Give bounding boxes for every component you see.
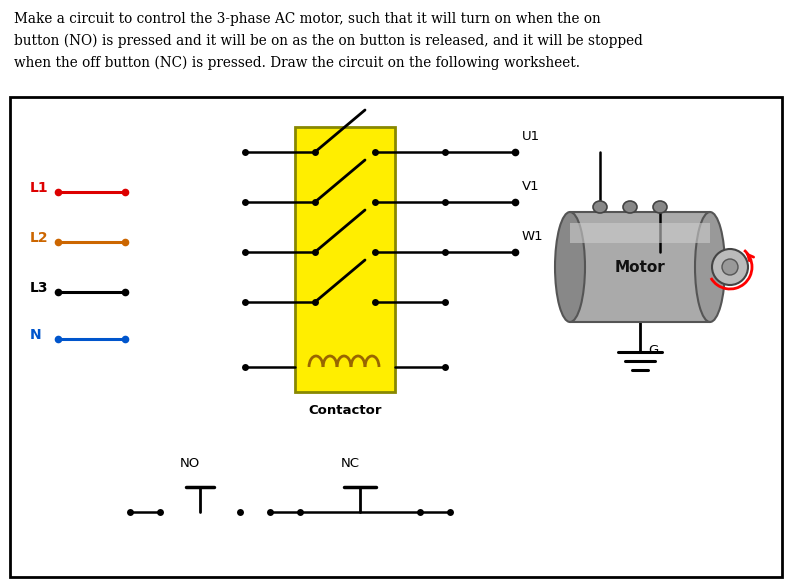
Text: L3: L3 [30,281,48,295]
Text: NO: NO [180,457,200,470]
Bar [570,212,710,322]
Bar [10,97,782,577]
Text: button (NO) is pressed and it will be on as the on button is released, and it wi: button (NO) is pressed and it will be on… [14,34,643,48]
Ellipse shape [623,201,637,213]
Text: Motor: Motor [615,259,665,275]
Text: N: N [30,328,42,342]
Circle shape [712,249,748,285]
Ellipse shape [555,212,585,322]
Text: L1: L1 [30,181,48,195]
Text: W1: W1 [522,230,543,242]
Text: Contactor: Contactor [308,404,382,417]
Text: U1: U1 [522,130,540,143]
Text: NC: NC [341,457,360,470]
Ellipse shape [593,201,607,213]
Bar [295,127,395,392]
Text: G: G [648,343,658,356]
Text: Make a circuit to control the 3-phase AC motor, such that it will turn on when t: Make a circuit to control the 3-phase AC… [14,12,601,26]
Text: V1: V1 [522,180,539,193]
Bar [570,223,710,243]
Circle shape [722,259,738,275]
Ellipse shape [695,212,725,322]
Ellipse shape [653,201,667,213]
Text: when the off button (NC) is pressed. Draw the circuit on the following worksheet: when the off button (NC) is pressed. Dra… [14,56,580,70]
Text: L2: L2 [30,231,48,245]
